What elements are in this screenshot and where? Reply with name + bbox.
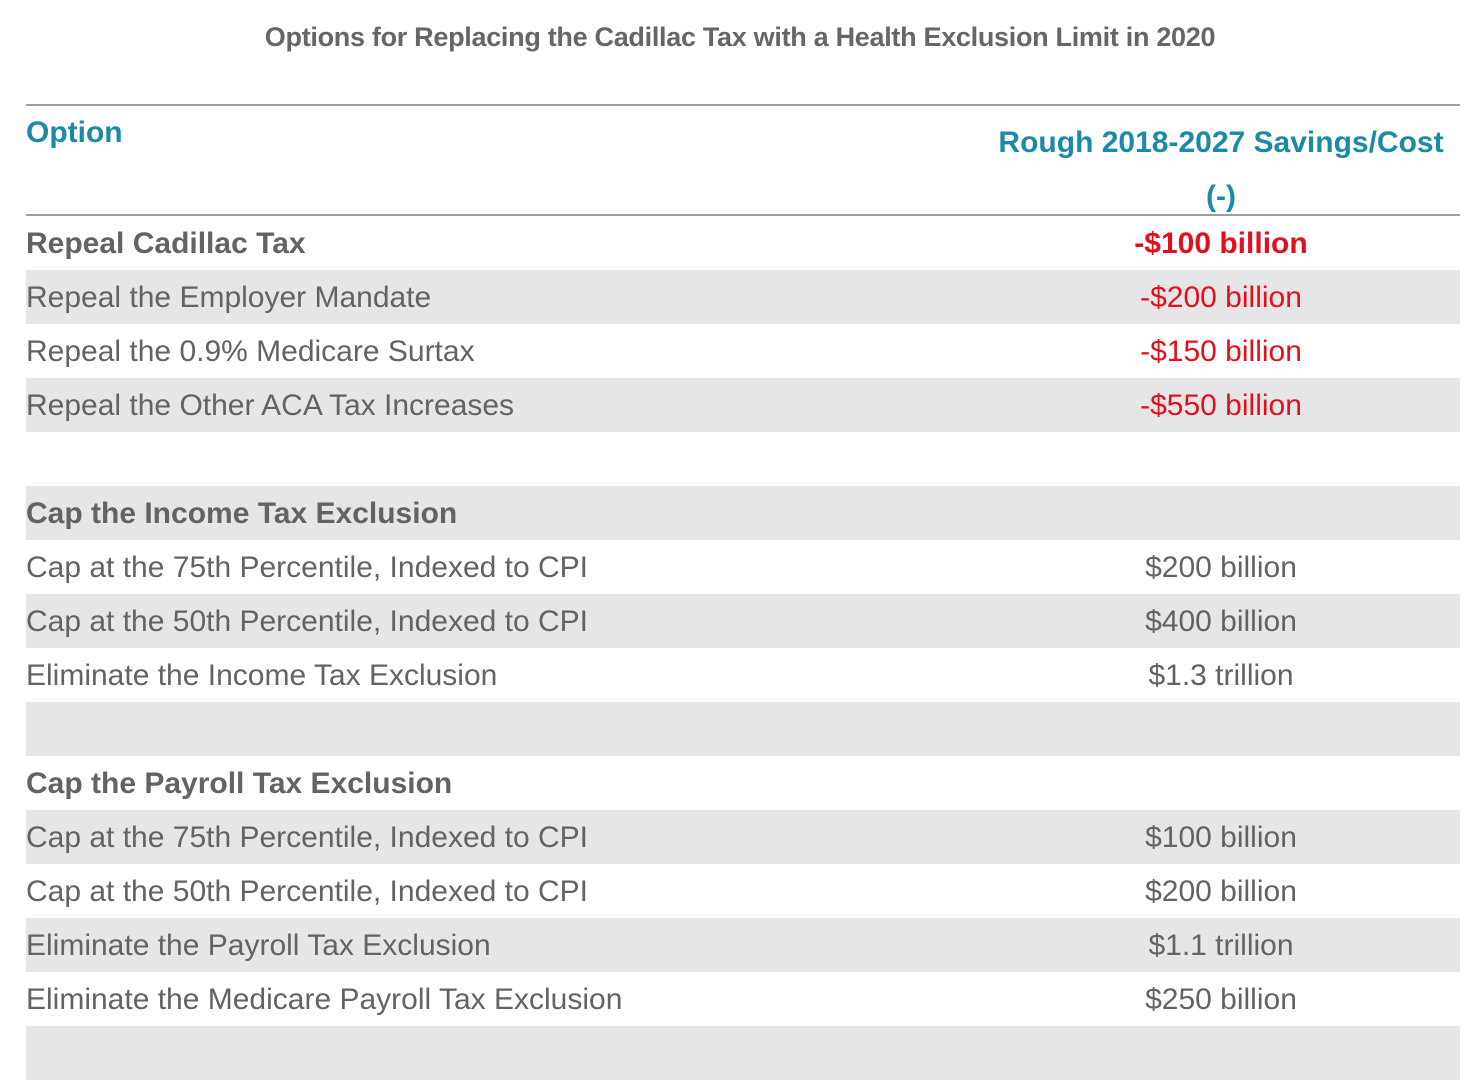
- table-row: Eliminate the Payroll Tax Exclusion $1.1 …: [26, 918, 1460, 972]
- savings-table: Option Rough 2018-2027 Savings/Cost (-) …: [26, 104, 1460, 1080]
- table-row: Eliminate the Income Tax Exclusion $1.3 t…: [26, 648, 1460, 702]
- table-row: Cap at the 75th Percentile, Indexed to C…: [26, 540, 1460, 594]
- section-heading-label: Cap the Income Tax Exclusion: [26, 497, 458, 530]
- savings-value: $100 billion: [1145, 821, 1297, 854]
- option-label: Eliminate the Income Tax Exclusion: [26, 659, 498, 692]
- savings-value: -$150 billion: [1140, 335, 1302, 368]
- option-label: Eliminate the Payroll Tax Exclusion: [26, 929, 491, 962]
- table-title: Options for Replacing the Cadillac Tax w…: [264, 22, 1216, 52]
- header-bottom-rule: [26, 214, 1460, 216]
- column-header-savings-line2: (-): [1206, 180, 1236, 213]
- table-row: Cap at the 50th Percentile, Indexed to C…: [26, 864, 1460, 918]
- option-label: Repeal the Other ACA Tax Increases: [26, 389, 515, 422]
- option-label: Repeal the 0.9% Medicare Surtax: [26, 335, 475, 368]
- savings-value: -$100 billion: [1134, 227, 1308, 260]
- savings-value: $1.1 trillion: [1148, 929, 1294, 962]
- savings-value: -$550 billion: [1140, 389, 1302, 422]
- section-heading-label: Repeal Cadillac Tax: [26, 227, 306, 260]
- table-row: Repeal the Employer Mandate -$200 billion: [26, 270, 1460, 324]
- column-header-option: Option: [26, 116, 123, 149]
- header-top-rule: [26, 104, 1460, 106]
- savings-value: $200 billion: [1145, 551, 1297, 584]
- table-row: Cap the Payroll Tax Exclusion: [26, 756, 1460, 810]
- table-row: Eliminate the Medicare Payroll Tax Exclu…: [26, 972, 1460, 1026]
- option-label: Repeal the Employer Mandate: [26, 281, 432, 314]
- savings-value: $400 billion: [1145, 605, 1297, 638]
- table-header: Option Rough 2018-2027 Savings/Cost (-): [26, 106, 1460, 214]
- table-row: Repeal Cadillac Tax -$100 billion: [26, 216, 1460, 270]
- table-row: [26, 702, 1460, 756]
- savings-value: $200 billion: [1145, 875, 1297, 908]
- option-label: Cap at the 75th Percentile, Indexed to C…: [26, 551, 589, 584]
- savings-value: -$200 billion: [1140, 281, 1302, 314]
- savings-value: $1.3 trillion: [1148, 659, 1294, 692]
- table-row: Cap the Income Tax Exclusion: [26, 486, 1460, 540]
- option-label: Cap at the 75th Percentile, Indexed to C…: [26, 821, 589, 854]
- table-row: [26, 432, 1460, 486]
- table-row: Cap at the 75th Percentile, Indexed to C…: [26, 810, 1460, 864]
- column-header-savings: Rough 2018-2027 Savings/Cost (-): [986, 116, 1456, 224]
- table-row: Repeal the 0.9% Medicare Surtax -$150 bil…: [26, 324, 1460, 378]
- savings-value: $250 billion: [1145, 983, 1297, 1016]
- option-label: Cap at the 50th Percentile, Indexed to C…: [26, 605, 589, 638]
- column-header-savings-line1: Rough 2018-2027 Savings/Cost: [998, 126, 1444, 159]
- table-row: Repeal the Other ACA Tax Increases -$550 …: [26, 378, 1460, 432]
- option-label: Cap at the 50th Percentile, Indexed to C…: [26, 875, 589, 908]
- option-label: Eliminate the Medicare Payroll Tax Exclu…: [26, 983, 623, 1016]
- table-row: Cap at the 50th Percentile, Indexed to C…: [26, 594, 1460, 648]
- table-body: Repeal Cadillac Tax -$100 billion Repeal t…: [26, 216, 1460, 1080]
- section-heading-label: Cap the Payroll Tax Exclusion: [26, 767, 453, 800]
- table-row: [26, 1026, 1460, 1080]
